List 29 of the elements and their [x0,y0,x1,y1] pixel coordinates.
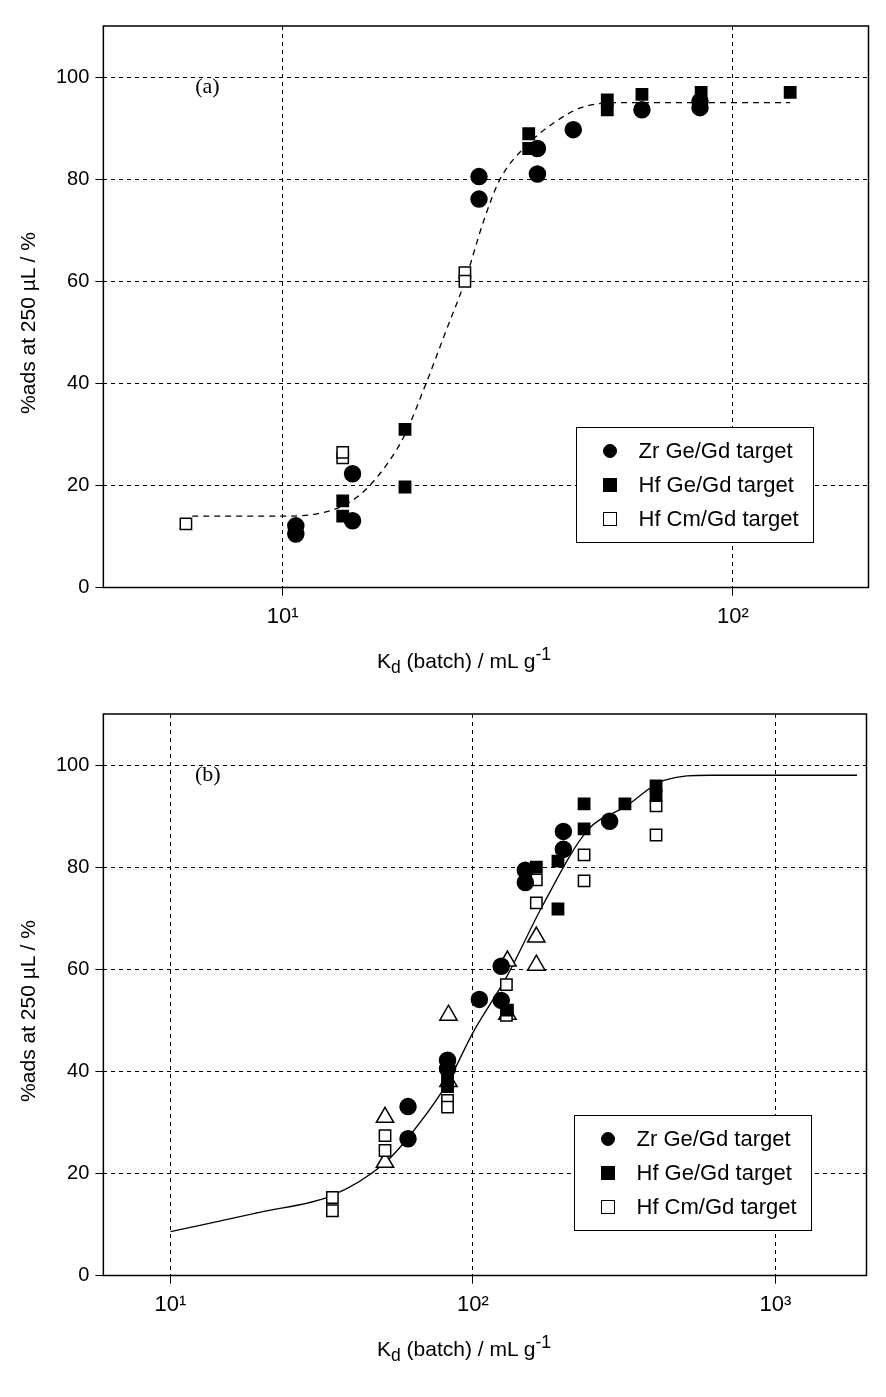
x-axis-title: K$_{d}$ (batch) / mL g$^{-1}$ [376,644,552,679]
legend-label: Zr Ge/Gd target [638,436,793,465]
x-axis-title: K$_{d}$ (batch) / mL g$^{-1}$ [376,1332,552,1367]
y-tick-label: 80 [67,166,90,189]
y-tick-label: 40 [67,370,90,393]
x-tick-label: 10¹ [266,602,299,628]
y-tick-label: 100 [55,752,90,775]
y-tick-label: 80 [67,854,90,877]
x-tick-label: 10³ [759,1290,792,1316]
x-tick-label: 10¹ [154,1290,187,1316]
y-axis-title: %ads at 250 µL / % [16,232,40,414]
y-tick-label: 20 [67,473,90,496]
legend-label: Hf Ge/Gd target [638,470,794,499]
y-tick-label: 0 [78,1263,90,1286]
annotation: (b) [194,761,221,787]
legend-label: Hf Cm/Gd target [638,504,799,533]
x-tick-label: 10² [457,1290,489,1316]
y-tick-label: 60 [67,268,90,291]
y-tick-label: 20 [67,1161,90,1184]
y-tick-label: 40 [67,1058,90,1081]
x-tick-label: 10² [717,602,749,628]
y-tick-label: 100 [55,64,90,87]
legend-label: Zr Ge/Gd target [636,1124,791,1153]
y-tick-label: 0 [78,575,90,598]
legend-label: Hf Ge/Gd target [636,1158,792,1187]
legend-label: Hf Cm/Gd target [636,1192,797,1221]
annotation: (a) [195,73,220,99]
y-tick-label: 60 [67,956,90,979]
y-axis-title: %ads at 250 µL / % [16,920,40,1102]
